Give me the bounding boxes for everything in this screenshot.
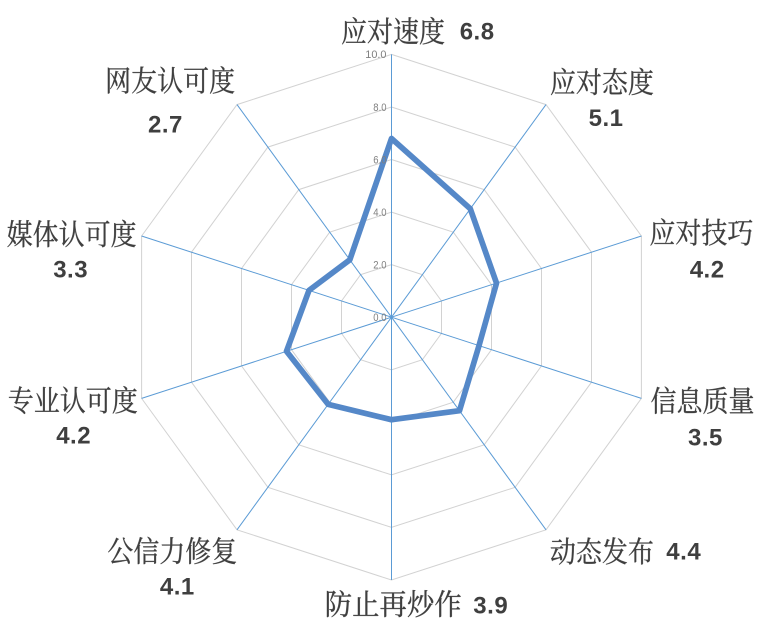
svg-text:6.0: 6.0: [373, 154, 386, 166]
svg-text:4.0: 4.0: [373, 207, 386, 219]
svg-text:4.1: 4.1: [160, 573, 195, 600]
svg-text:2.0: 2.0: [373, 259, 386, 271]
svg-text:4.4: 4.4: [666, 538, 701, 565]
svg-text:0.0: 0.0: [373, 312, 386, 324]
svg-text:10.0: 10.0: [365, 49, 386, 61]
svg-text:4.2: 4.2: [56, 422, 91, 449]
svg-text:3.9: 3.9: [473, 592, 508, 619]
svg-text:4.2: 4.2: [690, 257, 725, 284]
svg-text:6.8: 6.8: [460, 18, 495, 45]
svg-text:8.0: 8.0: [373, 102, 386, 114]
svg-text:3.5: 3.5: [688, 425, 723, 452]
svg-text:3.3: 3.3: [53, 257, 88, 284]
svg-text:2.7: 2.7: [148, 112, 183, 139]
svg-text:5.1: 5.1: [589, 105, 624, 132]
